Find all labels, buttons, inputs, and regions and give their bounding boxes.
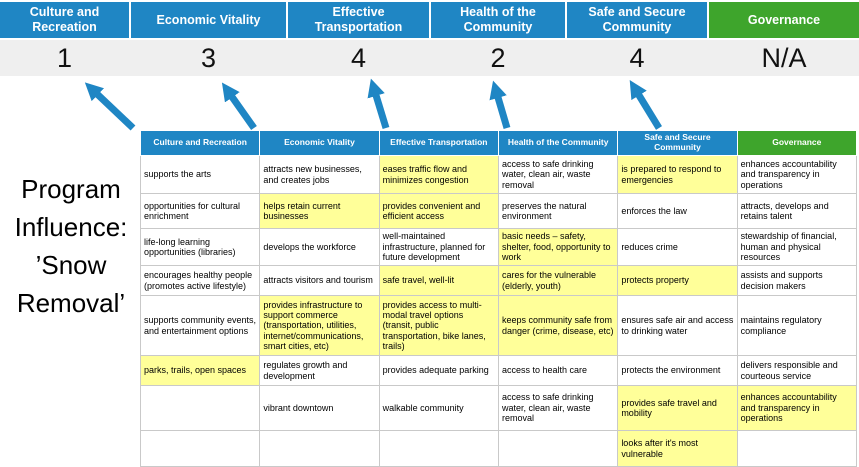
matrix-cell-4-4: ensures safe air and access to drinking … bbox=[617, 295, 738, 356]
matrix-header-2: Effective Transportation bbox=[378, 130, 499, 156]
score-row: 1 3 4 2 4 N/A bbox=[0, 40, 859, 76]
influence-arrows bbox=[84, 78, 662, 131]
matrix-cell-6-2: walkable community bbox=[378, 385, 499, 431]
matrix-row-2: life-long learning opportunities (librar… bbox=[139, 228, 858, 266]
matrix-cell-5-4: protects the environment bbox=[617, 355, 738, 386]
program-label-line-1: Program bbox=[21, 174, 121, 204]
influence-arrow-1 bbox=[84, 82, 136, 131]
matrix-cell-4-2: provides access to multi-modal travel op… bbox=[378, 295, 499, 356]
matrix-cell-1-3: preserves the natural environment bbox=[497, 193, 619, 229]
score-value-1: 3 bbox=[200, 42, 217, 73]
matrix-header-row: Culture and Recreation Economic Vitality E… bbox=[139, 130, 858, 156]
matrix-cell-1-0: opportunities for cultural enrichment bbox=[139, 193, 261, 229]
matrix-header-5: Governance bbox=[736, 130, 858, 156]
matrix-cell-4-5: maintains regulatory compliance bbox=[736, 295, 858, 356]
matrix-cell-0-5: enhances accountability and transparency… bbox=[736, 155, 858, 194]
program-label-line-2: Influence: bbox=[14, 212, 128, 242]
matrix-cell-2-3: basic needs – safety, shelter, food, opp… bbox=[497, 228, 619, 266]
matrix-cell-1-4: enforces the law bbox=[617, 193, 738, 229]
matrix-cell-7-2 bbox=[378, 430, 499, 467]
matrix-cell-7-3 bbox=[497, 430, 619, 467]
matrix-row-4: supports community events, and entertain… bbox=[139, 295, 858, 356]
matrix-cell-3-0: encourages healthy people (promotes acti… bbox=[139, 265, 261, 296]
category-header-0: Culture and Recreation bbox=[0, 2, 129, 38]
matrix-header-4: Safe and Secure Community bbox=[617, 130, 738, 156]
matrix-cell-6-4: provides safe travel and mobility bbox=[617, 385, 738, 431]
matrix-cell-7-1 bbox=[259, 430, 380, 467]
matrix-cell-2-2: well-maintained infrastructure, planned … bbox=[378, 228, 499, 266]
score-value-2: 4 bbox=[350, 42, 367, 73]
program-label-line-3: ’Snow bbox=[35, 250, 107, 280]
matrix-cell-1-5: attracts, develops and retains talent bbox=[736, 193, 858, 229]
program-influence-label: Program Influence: ’Snow Removal’ bbox=[0, 170, 142, 322]
matrix-cell-5-0: parks, trails, open spaces bbox=[139, 355, 261, 386]
influence-arrow-3 bbox=[367, 78, 390, 130]
matrix-cell-5-3: access to health care bbox=[497, 355, 619, 386]
matrix-row-3: encourages healthy people (promotes acti… bbox=[139, 265, 858, 296]
matrix-cell-3-5: assists and supports decision makers bbox=[736, 265, 858, 296]
matrix-cell-6-0 bbox=[139, 385, 261, 431]
matrix-cell-5-5: delivers responsible and courteous servi… bbox=[736, 355, 858, 386]
influence-arrow-5 bbox=[629, 80, 662, 130]
score-value-0: 1 bbox=[56, 42, 73, 73]
matrix-row-0: supports the arts attracts new businesses… bbox=[139, 155, 858, 194]
category-header-5: Governance bbox=[709, 2, 859, 38]
matrix-cell-5-1: regulates growth and development bbox=[259, 355, 380, 386]
matrix-cell-2-4: reduces crime bbox=[617, 228, 738, 266]
influence-arrow-2 bbox=[221, 82, 257, 131]
score-value-4: 4 bbox=[629, 42, 645, 73]
influence-matrix: Culture and Recreation Economic Vitality E… bbox=[139, 130, 858, 467]
matrix-cell-1-1: helps retain current businesses bbox=[259, 193, 380, 229]
matrix-cell-4-0: supports community events, and entertain… bbox=[139, 295, 261, 356]
matrix-row-1: opportunities for cultural enrichment hel… bbox=[139, 193, 858, 229]
matrix-cell-0-4: is prepared to respond to emergencies bbox=[617, 155, 738, 194]
category-header-3: Health of the Community bbox=[431, 2, 565, 38]
matrix-cell-7-4: looks after it's most vulnerable bbox=[617, 430, 738, 467]
matrix-header-3: Health of the Community bbox=[497, 130, 619, 156]
category-header-4: Safe and Secure Community bbox=[567, 2, 707, 38]
matrix-cell-0-2: eases traffic flow and minimizes congest… bbox=[378, 155, 499, 194]
matrix-cell-2-0: life-long learning opportunities (librar… bbox=[139, 228, 261, 266]
matrix-cell-6-5: enhances accountability and transparency… bbox=[736, 385, 858, 431]
matrix-cell-7-5 bbox=[736, 430, 858, 467]
influence-arrow-4 bbox=[489, 80, 511, 129]
matrix-row-7: looks after it's most vulnerable bbox=[139, 430, 858, 467]
program-label-line-4: Removal’ bbox=[16, 288, 126, 318]
matrix-cell-3-3: cares for the vulnerable (elderly, youth… bbox=[497, 265, 619, 296]
matrix-row-6: vibrant downtown walkable community access… bbox=[139, 385, 858, 431]
matrix-cell-4-3: keeps community safe from danger (crime,… bbox=[497, 295, 619, 356]
matrix-cell-2-1: develops the workforce bbox=[259, 228, 380, 266]
matrix-cell-7-0 bbox=[139, 430, 261, 467]
category-header-row: Culture and Recreation Economic Vitality E… bbox=[0, 2, 859, 38]
score-value-3: 2 bbox=[490, 42, 506, 73]
matrix-cell-3-4: protects property bbox=[617, 265, 738, 296]
matrix-cell-0-3: access to safe drinking water, clean air… bbox=[497, 155, 619, 194]
matrix-header-1: Economic Vitality bbox=[259, 130, 380, 156]
matrix-cell-6-1: vibrant downtown bbox=[259, 385, 380, 431]
matrix-cell-3-1: attracts visitors and tourism bbox=[259, 265, 380, 296]
matrix-cell-3-2: safe travel, well-lit bbox=[378, 265, 499, 296]
matrix-cell-0-0: supports the arts bbox=[139, 155, 261, 194]
matrix-cell-4-1: provides infrastructure to support comme… bbox=[259, 295, 380, 356]
matrix-cell-5-2: provides adequate parking bbox=[378, 355, 499, 386]
matrix-cell-6-3: access to safe drinking water, clean air… bbox=[497, 385, 619, 431]
score-value-5: N/A bbox=[761, 42, 807, 73]
matrix-row-5: parks, trails, open spaces regulates grow… bbox=[139, 355, 858, 386]
matrix-cell-2-5: stewardship of financial, human and phys… bbox=[736, 228, 858, 266]
matrix-header-0: Culture and Recreation bbox=[139, 130, 261, 156]
matrix-cell-0-1: attracts new businesses, and creates job… bbox=[259, 155, 380, 194]
category-header-1: Economic Vitality bbox=[131, 2, 286, 38]
category-header-2: Effective Transportation bbox=[288, 2, 429, 38]
matrix-cell-1-2: provides convenient and efficient access bbox=[378, 193, 499, 229]
